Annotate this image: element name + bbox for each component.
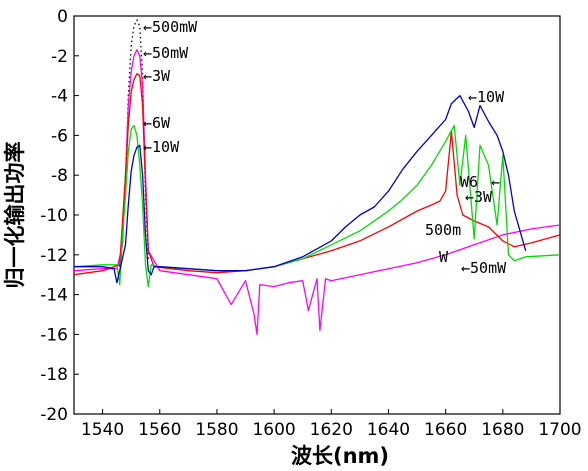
y-tick-label: -8	[51, 166, 68, 186]
y-tick-label: -12	[40, 246, 68, 266]
x-tick-label: 1540	[81, 420, 124, 440]
series-line-50mw	[73, 49, 561, 336]
y-tick-label: -18	[40, 365, 68, 385]
series-line-6w	[73, 124, 561, 288]
anno-50mw: ←50mW	[143, 44, 189, 62]
x-tick-label: 1600	[252, 420, 295, 440]
anno-w-right: W	[439, 248, 449, 266]
x-tick-label: 1580	[195, 420, 238, 440]
y-tick-label: -6	[51, 126, 68, 146]
y-tick-label: -20	[40, 405, 68, 425]
y-tick-label: -2	[51, 47, 68, 67]
y-tick-label: -14	[40, 286, 68, 306]
x-tick-label: 1700	[538, 420, 581, 440]
anno-10w-left: ←10W	[143, 138, 180, 156]
anno-3w-right: ←3W	[465, 188, 493, 206]
anno-3w: ←3W	[143, 67, 171, 85]
anno-500m-right: 500m	[425, 221, 461, 239]
y-tick-label: 0	[57, 7, 68, 27]
anno-50mw-right: ←50mW	[461, 259, 507, 277]
x-axis-label: 波长(nm)	[291, 444, 389, 468]
x-tick-label: 1560	[138, 420, 181, 440]
x-tick-label: 1620	[310, 420, 353, 440]
y-axis-label: 归一化输出功率	[3, 142, 27, 289]
anno-w6: W6	[460, 173, 478, 191]
series-group	[73, 19, 561, 336]
anno-6w: ←6W	[143, 114, 171, 132]
x-tick-label: 1640	[367, 420, 410, 440]
annotations-group: ←500mW ←50mW ←3W ←6W ←10W ←10W W6 ← ←3W …	[143, 18, 507, 277]
y-tick-label: -16	[40, 325, 68, 345]
x-tick-label: 1660	[424, 420, 467, 440]
axis-ticks: 1540 1560 1580 1600 1620 1640 1660 1680 1700 0 -2 -…	[40, 7, 581, 440]
anno-arrow: ←	[491, 173, 500, 191]
anno-10w-right: ←10W	[468, 88, 505, 106]
x-tick-label: 1680	[481, 420, 524, 440]
y-tick-label: -10	[40, 206, 68, 226]
series-line-10w	[74, 94, 527, 284]
y-tick-label: -4	[51, 87, 68, 107]
anno-500mw: ←500mW	[143, 18, 198, 36]
